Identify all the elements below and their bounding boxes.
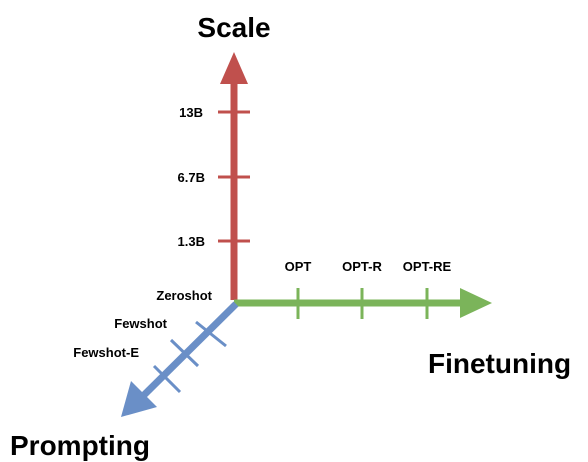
prompting-tick-label-3: Fewshot-E bbox=[73, 345, 139, 360]
finetuning-tick-label-2: OPT-R bbox=[342, 259, 382, 274]
prompting-axis-title: Prompting bbox=[10, 430, 150, 461]
scale-axis-title: Scale bbox=[197, 12, 270, 43]
scale-axis-arrowhead bbox=[220, 52, 248, 84]
prompting-tick-label-2: Fewshot bbox=[114, 316, 167, 331]
finetuning-tick-label-3: OPT-RE bbox=[403, 259, 452, 274]
finetuning-axis: OPT OPT-R OPT-RE Finetuning bbox=[234, 259, 571, 379]
scale-axis: 1.3B 6.7B 13B Scale bbox=[178, 12, 271, 300]
finetuning-axis-title: Finetuning bbox=[428, 348, 571, 379]
prompting-tick-label-1: Zeroshot bbox=[156, 288, 212, 303]
prompting-axis-arrowhead bbox=[121, 381, 157, 417]
prompting-tick-3 bbox=[152, 364, 182, 394]
prompting-axis: Zeroshot Fewshot Fewshot-E Prompting bbox=[10, 288, 239, 461]
scale-tick-label-3: 13B bbox=[179, 105, 203, 120]
scale-tick-label-2: 6.7B bbox=[178, 170, 205, 185]
prompting-axis-line bbox=[140, 301, 239, 399]
prompting-tick-1 bbox=[195, 320, 227, 348]
prompting-tick-2 bbox=[169, 338, 200, 368]
scale-tick-label-1: 1.3B bbox=[178, 234, 205, 249]
finetuning-tick-label-1: OPT bbox=[285, 259, 312, 274]
finetuning-axis-arrowhead bbox=[460, 288, 492, 318]
